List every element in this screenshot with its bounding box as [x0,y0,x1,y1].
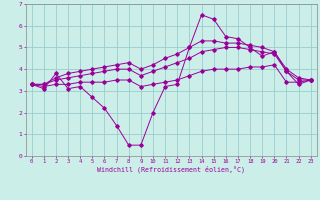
X-axis label: Windchill (Refroidissement éolien,°C): Windchill (Refroidissement éolien,°C) [97,166,245,173]
